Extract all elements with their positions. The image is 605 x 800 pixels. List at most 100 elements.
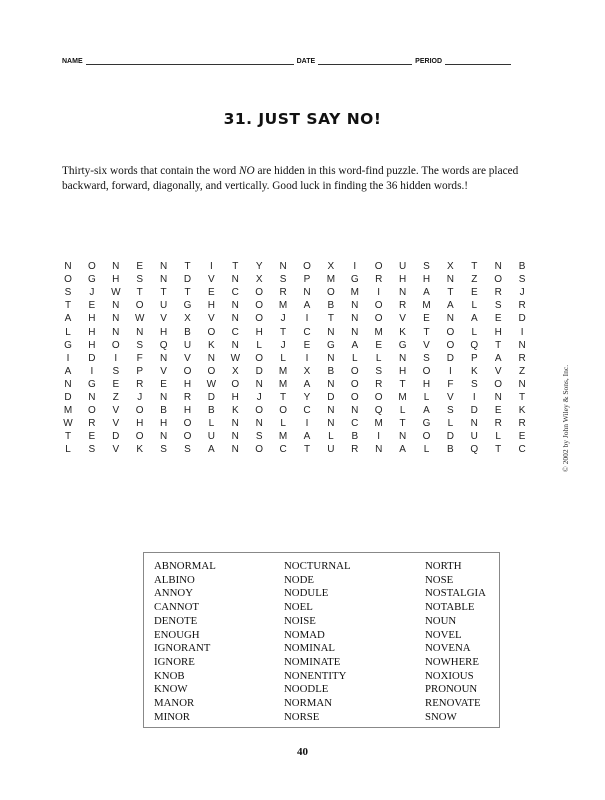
grid-letter[interactable]: A xyxy=(64,313,72,325)
grid-letter[interactable]: L xyxy=(280,418,286,430)
grid-letter[interactable]: T xyxy=(280,326,287,338)
grid-letter[interactable]: A xyxy=(470,313,478,325)
grid-letter[interactable]: N xyxy=(303,287,311,299)
grid-letter[interactable]: B xyxy=(327,300,335,312)
grid-letter[interactable]: T xyxy=(423,326,430,338)
grid-letter[interactable]: J xyxy=(280,313,286,325)
grid-letter[interactable]: D xyxy=(446,431,454,443)
grid-letter[interactable]: O xyxy=(374,392,383,403)
grid-letter[interactable]: R xyxy=(136,378,144,390)
grid-letter[interactable]: R xyxy=(375,378,383,390)
grid-letter[interactable]: R xyxy=(398,300,407,312)
grid-letter[interactable]: T xyxy=(64,300,72,312)
grid-letter[interactable]: W xyxy=(134,313,145,325)
grid-letter[interactable]: M xyxy=(278,431,288,443)
grid-letter[interactable]: N xyxy=(159,392,168,403)
grid-letter[interactable]: T xyxy=(184,287,191,299)
grid-letter[interactable]: S xyxy=(518,274,526,286)
grid-letter[interactable]: H xyxy=(398,274,407,286)
grid-letter[interactable]: R xyxy=(183,392,192,403)
grid-letter[interactable]: B xyxy=(160,405,167,417)
grid-letter[interactable]: O xyxy=(64,274,72,286)
grid-letter[interactable]: B xyxy=(518,261,526,272)
grid-letter[interactable]: H xyxy=(494,326,502,338)
grid-letter[interactable]: A xyxy=(399,444,406,456)
grid-letter[interactable]: O xyxy=(279,405,287,417)
grid-letter[interactable]: S xyxy=(136,339,144,351)
grid-letter[interactable]: U xyxy=(207,431,215,443)
grid-letter[interactable]: O xyxy=(183,431,192,443)
grid-letter[interactable]: A xyxy=(303,300,311,312)
grid-letter[interactable]: O xyxy=(255,300,264,312)
grid-letter[interactable]: M xyxy=(278,300,288,312)
grid-letter[interactable]: H xyxy=(112,274,120,286)
grid-letter[interactable]: Q xyxy=(374,405,383,417)
grid-letter[interactable]: S xyxy=(112,365,120,377)
grid-letter[interactable]: R xyxy=(494,287,502,299)
grid-letter[interactable]: Z xyxy=(471,274,478,286)
grid-letter[interactable]: U xyxy=(470,431,478,443)
grid-letter[interactable]: R xyxy=(518,418,526,430)
grid-letter[interactable]: N xyxy=(351,300,359,312)
grid-letter[interactable]: L xyxy=(328,431,334,443)
grid-letter[interactable]: D xyxy=(64,392,72,403)
grid-letter[interactable]: B xyxy=(184,326,191,338)
grid-letter[interactable]: B xyxy=(447,444,454,456)
grid-letter[interactable]: P xyxy=(470,352,478,364)
grid-letter[interactable]: O xyxy=(135,431,144,443)
grid-letter[interactable]: S xyxy=(255,431,263,443)
grid-letter[interactable]: O xyxy=(422,431,431,443)
grid-letter[interactable]: T xyxy=(160,287,167,299)
grid-letter[interactable]: I xyxy=(377,431,381,443)
grid-letter[interactable]: N xyxy=(112,326,120,338)
grid-letter[interactable]: I xyxy=(305,352,309,364)
grid-letter[interactable]: A xyxy=(494,352,502,364)
grid-letter[interactable]: K xyxy=(399,326,406,338)
grid-letter[interactable]: A xyxy=(447,300,454,312)
grid-letter[interactable]: Z xyxy=(519,365,526,377)
grid-letter[interactable]: U xyxy=(159,300,168,312)
grid-letter[interactable]: A xyxy=(423,405,430,417)
grid-letter[interactable]: O xyxy=(183,365,192,377)
grid-letter[interactable]: N xyxy=(231,300,239,312)
grid-letter[interactable]: M xyxy=(326,274,336,286)
grid-letter[interactable]: Q xyxy=(470,339,479,351)
grid-letter[interactable]: R xyxy=(279,287,287,299)
grid-letter[interactable]: N xyxy=(231,444,239,456)
grid-letter[interactable]: D xyxy=(207,392,215,403)
grid-letter[interactable]: S xyxy=(136,274,144,286)
grid-letter[interactable]: H xyxy=(88,326,96,338)
grid-letter[interactable]: N xyxy=(351,326,359,338)
grid-letter[interactable]: H xyxy=(207,300,215,312)
grid-letter[interactable]: W xyxy=(206,378,217,390)
grid-letter[interactable]: S xyxy=(494,300,502,312)
grid-letter[interactable]: T xyxy=(136,287,143,299)
grid-letter[interactable]: N xyxy=(159,352,168,364)
grid-letter[interactable]: L xyxy=(399,405,406,417)
grid-letter[interactable]: N xyxy=(64,378,72,390)
grid-letter[interactable]: I xyxy=(377,287,381,299)
grid-letter[interactable]: E xyxy=(494,313,502,325)
grid-letter[interactable]: Q xyxy=(470,444,479,456)
grid-letter[interactable]: K xyxy=(518,405,526,417)
grid-letter[interactable]: E xyxy=(423,313,430,325)
grid-letter[interactable]: Y xyxy=(255,261,263,272)
grid-letter[interactable]: H xyxy=(183,378,192,390)
grid-letter[interactable]: O xyxy=(446,339,455,351)
grid-letter[interactable]: O xyxy=(446,326,455,338)
grid-letter[interactable]: N xyxy=(231,339,239,351)
grid-letter[interactable]: N xyxy=(351,313,359,325)
grid-letter[interactable]: R xyxy=(518,300,526,312)
grid-letter[interactable]: M xyxy=(374,326,383,338)
grid-letter[interactable]: O xyxy=(327,287,335,299)
grid-letter[interactable]: H xyxy=(88,313,96,325)
name-field[interactable] xyxy=(85,56,294,65)
grid-letter[interactable]: N xyxy=(327,378,335,390)
grid-letter[interactable]: N xyxy=(446,274,454,286)
grid-letter[interactable]: V xyxy=(447,392,454,403)
grid-letter[interactable]: E xyxy=(375,339,383,351)
grid-letter[interactable]: G xyxy=(88,274,96,286)
grid-letter[interactable]: O xyxy=(494,274,503,286)
grid-letter[interactable]: H xyxy=(422,274,431,286)
grid-letter[interactable]: C xyxy=(518,444,526,456)
